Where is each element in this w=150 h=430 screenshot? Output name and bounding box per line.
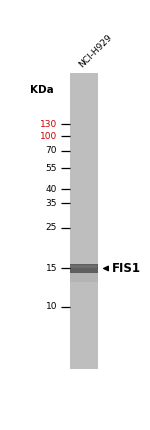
Text: 10: 10 <box>46 302 57 311</box>
Text: 100: 100 <box>40 132 57 141</box>
Text: 35: 35 <box>46 199 57 208</box>
Bar <box>70 264 98 273</box>
Bar <box>70 265 97 268</box>
Text: KDa: KDa <box>30 85 54 95</box>
Bar <box>70 73 98 369</box>
Text: 70: 70 <box>46 147 57 155</box>
Text: FIS1: FIS1 <box>112 262 141 275</box>
Text: NCI-H929: NCI-H929 <box>78 33 114 70</box>
Text: 25: 25 <box>46 223 57 232</box>
Bar <box>70 273 98 283</box>
Text: 130: 130 <box>40 120 57 129</box>
Text: 15: 15 <box>46 264 57 273</box>
Text: 55: 55 <box>46 164 57 173</box>
Text: 40: 40 <box>46 184 57 194</box>
